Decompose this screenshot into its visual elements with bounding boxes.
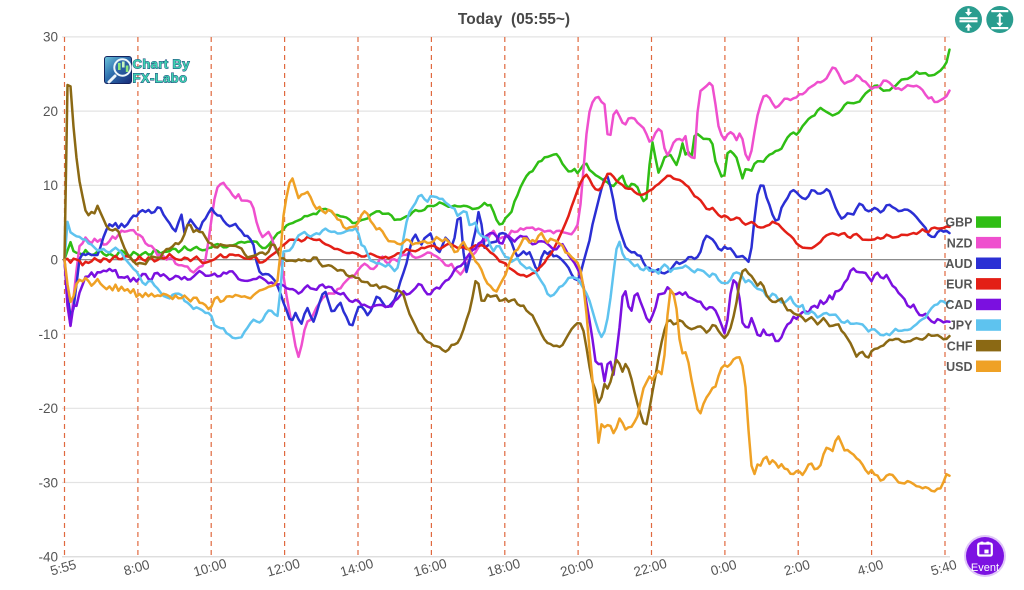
svg-text:USD: USD <box>946 360 972 374</box>
svg-text:20: 20 <box>43 104 58 119</box>
svg-text:-10: -10 <box>38 327 58 342</box>
svg-text:4:00: 4:00 <box>856 557 885 579</box>
svg-text:GBP: GBP <box>945 216 972 230</box>
svg-text:CHF: CHF <box>947 339 973 353</box>
svg-text:JPY: JPY <box>949 319 973 333</box>
svg-text:-20: -20 <box>38 401 58 416</box>
svg-text:Chart By: Chart By <box>133 57 191 72</box>
svg-text:Event: Event <box>971 562 999 574</box>
svg-text:NZD: NZD <box>947 236 973 250</box>
svg-text:FX-Labo: FX-Labo <box>133 71 188 86</box>
svg-text:5:40: 5:40 <box>929 557 958 579</box>
svg-text:30: 30 <box>43 30 58 45</box>
svg-text:AUD: AUD <box>945 257 972 271</box>
svg-text:-40: -40 <box>38 550 58 565</box>
svg-text:-30: -30 <box>38 475 58 490</box>
svg-text:CAD: CAD <box>945 298 972 312</box>
svg-text:Today (05:55~): Today (05:55~) <box>458 11 570 28</box>
svg-text:2:00: 2:00 <box>782 557 811 579</box>
svg-text:10: 10 <box>43 178 58 193</box>
svg-text:5:55: 5:55 <box>49 557 78 579</box>
svg-text:EUR: EUR <box>946 278 972 292</box>
svg-text:0: 0 <box>50 253 58 268</box>
svg-text:0:00: 0:00 <box>709 557 738 579</box>
svg-text:8:00: 8:00 <box>122 557 151 579</box>
